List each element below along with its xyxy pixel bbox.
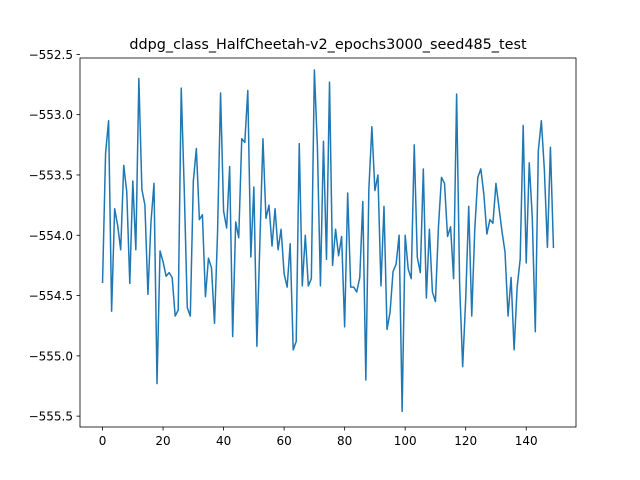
x-tick-label: 20 <box>155 434 170 448</box>
chart-title: ddpg_class_HalfCheetah-v2_epochs3000_see… <box>129 37 527 53</box>
x-tick-label: 120 <box>454 434 477 448</box>
plot-area <box>79 57 577 428</box>
axes-frame <box>79 57 577 428</box>
x-tick-label: 100 <box>394 434 417 448</box>
x-tick-label: 40 <box>216 434 231 448</box>
y-axis: −552.5 −553.0 −553.5 −554.0 −554.5 −555.0 −555… <box>29 48 80 424</box>
x-axis: 0 20 40 60 80 100 120 140 <box>99 427 538 448</box>
y-tick-label: −554.5 <box>29 289 73 303</box>
x-tick-label: 60 <box>276 434 291 448</box>
y-tick-label: −555.5 <box>29 410 73 424</box>
x-tick-label: 140 <box>515 434 538 448</box>
y-tick-label: −553.0 <box>29 108 73 122</box>
y-tick-label: −552.5 <box>29 48 73 62</box>
y-tick-label: −553.5 <box>29 168 73 182</box>
y-tick-label: −554.0 <box>29 229 73 243</box>
y-tick-label: −555.0 <box>29 349 73 363</box>
x-tick-label: 80 <box>337 434 352 448</box>
series-line <box>101 69 555 413</box>
x-tick-label: 0 <box>99 434 107 448</box>
